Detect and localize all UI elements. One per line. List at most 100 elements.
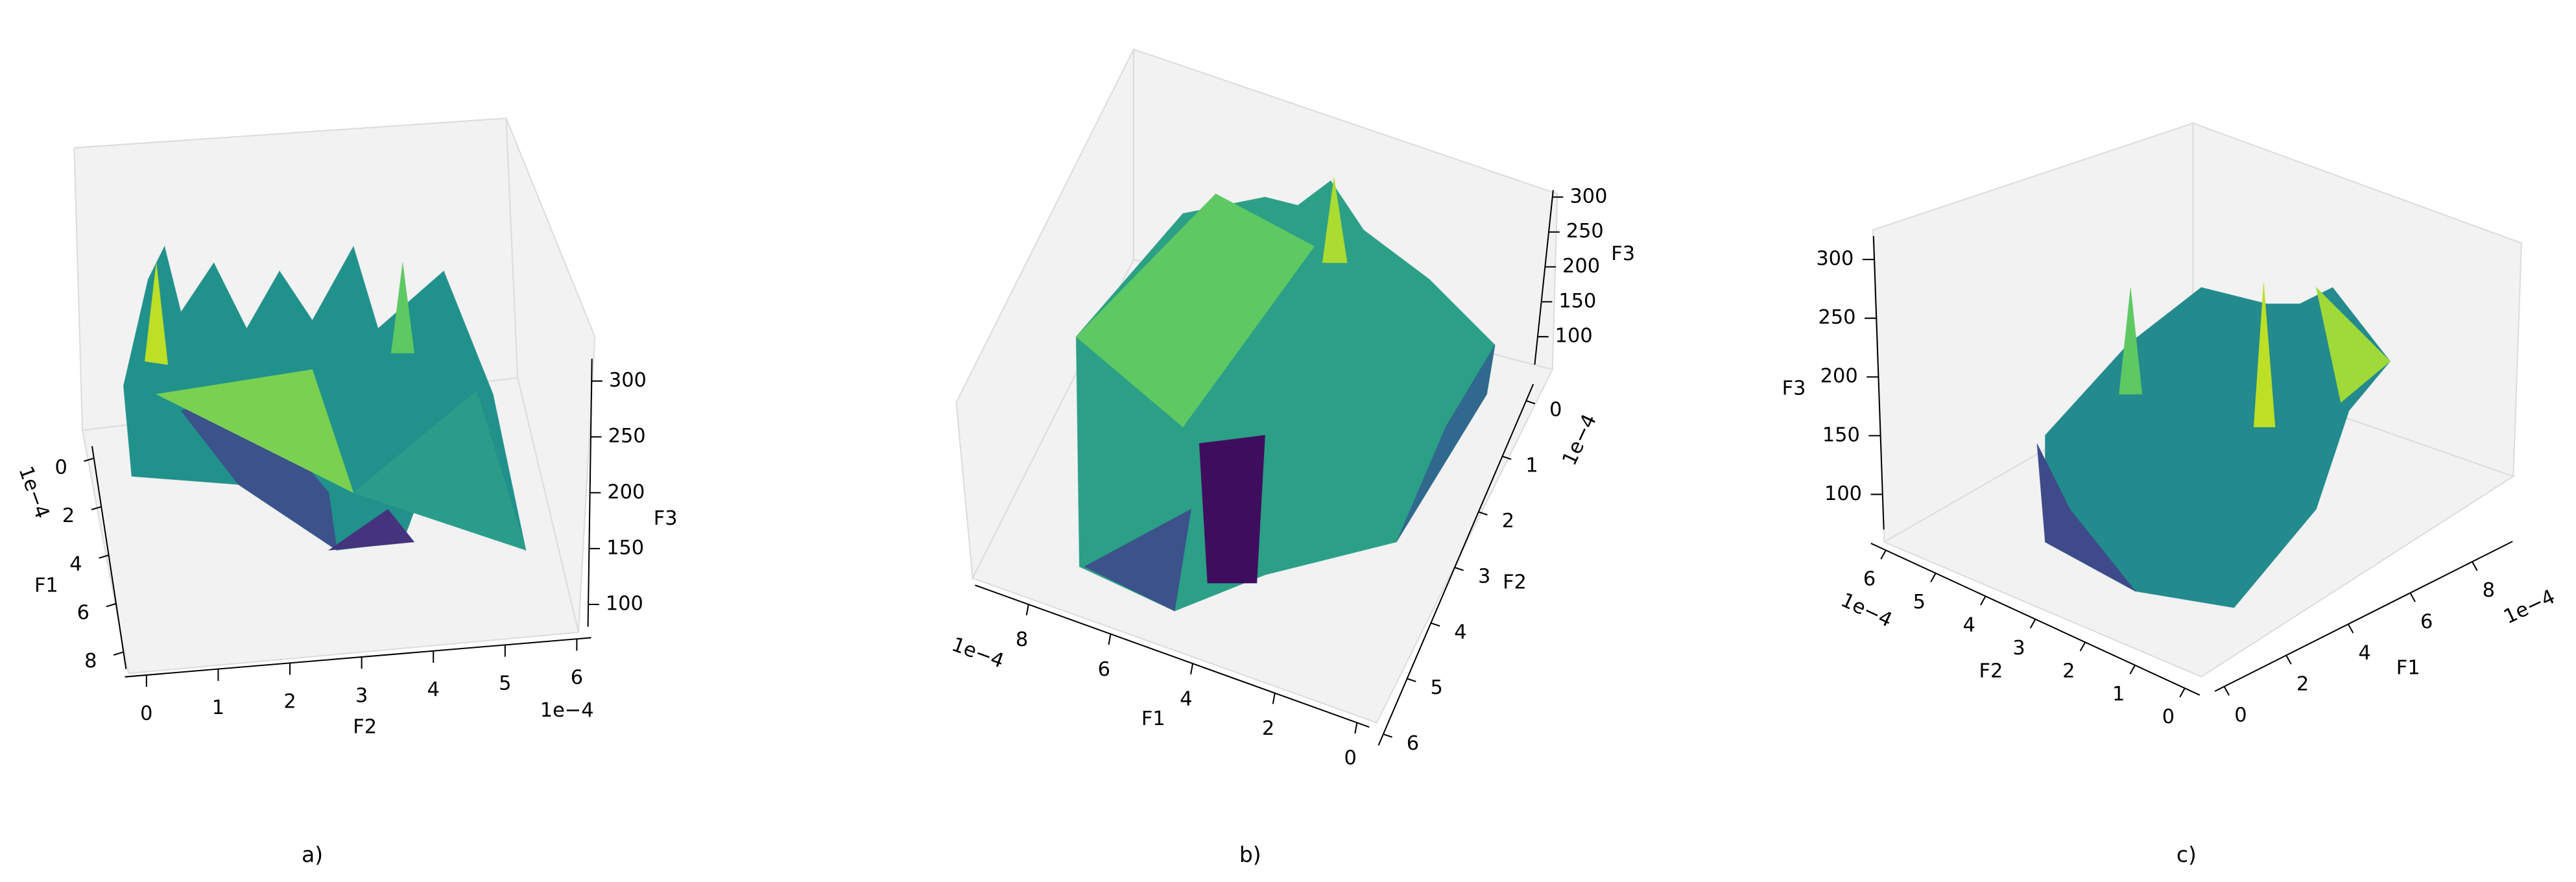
y-axis-title: F2 — [1979, 660, 2003, 682]
z-tick-label: 200 — [1562, 255, 1600, 278]
tick-mark — [1190, 663, 1194, 675]
panel-c-surface — [2036, 282, 2391, 608]
z-tick-label: 250 — [1566, 220, 1604, 243]
tick-mark — [106, 602, 117, 608]
z-tick-label: 150 — [1558, 290, 1596, 313]
tick-mark — [84, 457, 95, 462]
x-tick-label: 8 — [2483, 579, 2495, 602]
tick-mark — [2472, 561, 2478, 571]
surface-facet — [328, 508, 415, 551]
y-tick-label: 4 — [1963, 614, 1975, 636]
y-tick-label: 6 — [1863, 568, 1876, 591]
z-axis-title: F3 — [1611, 243, 1635, 265]
tick-mark — [2409, 592, 2416, 602]
z-axis-title: F3 — [654, 507, 678, 530]
x-tick-label: 0 — [54, 456, 67, 479]
tick-mark — [1272, 693, 1276, 704]
x-tick-label: 8 — [1016, 628, 1028, 651]
tick-mark — [1025, 604, 1029, 615]
y-offset-text: 1e−4 — [1558, 411, 1602, 469]
tick-mark — [1383, 733, 1392, 738]
tick-mark — [1880, 549, 1887, 560]
axis-line — [1377, 383, 1534, 746]
y-tick-label: 6 — [1407, 732, 1419, 755]
y-tick-label: 2 — [2062, 660, 2075, 682]
surface-facet — [2036, 443, 2136, 592]
tick-mark — [113, 651, 124, 656]
x-offset-text: 1e−4 — [949, 633, 1007, 673]
surface-facet — [2253, 282, 2276, 427]
x-axis-title: F1 — [1141, 708, 1165, 730]
surface-facet — [1199, 435, 1266, 584]
z-tick-label: 100 — [1824, 483, 1862, 505]
surface-facet — [1075, 193, 1315, 428]
x-tick-label: 8 — [84, 650, 97, 673]
z-tick-label: 300 — [1816, 248, 1854, 270]
tick-mark — [1980, 595, 1986, 606]
x-tick-label: 4 — [1180, 687, 1192, 710]
z-tick-label: 150 — [606, 536, 644, 559]
x-axis-title: F1 — [34, 575, 58, 597]
y-offset-text: 1e−4 — [540, 699, 594, 722]
y-tick-label: 2 — [1502, 510, 1514, 532]
x-tick-label: 6 — [77, 601, 89, 624]
caption: a) — [302, 842, 323, 867]
tick-mark — [91, 506, 102, 510]
x-tick-label: 4 — [2358, 641, 2370, 664]
tick-mark — [1525, 399, 1536, 405]
axis-line — [2214, 540, 2513, 692]
z-tick-label: 200 — [607, 481, 645, 503]
y-tick-label: 4 — [427, 678, 440, 701]
tick-mark — [2179, 687, 2186, 698]
caption: c) — [2176, 842, 2197, 867]
tick-mark — [2223, 686, 2230, 696]
tick-mark — [2029, 619, 2036, 628]
x-tick-label: 0 — [1344, 747, 1357, 770]
tick-mark — [1354, 722, 1358, 734]
y-tick-label: 5 — [1431, 676, 1443, 699]
tick-mark — [99, 554, 109, 559]
tick-mark — [2079, 641, 2086, 652]
y-tick-label: 1 — [1525, 454, 1538, 477]
surface-facet — [1322, 177, 1348, 263]
surface-facet — [2118, 287, 2143, 395]
x-tick-label: 6 — [1098, 658, 1110, 681]
y-tick-label: 4 — [1454, 621, 1466, 643]
panel-a-surface — [123, 245, 527, 551]
tick-mark — [1930, 573, 1937, 583]
y-tick-label: 0 — [1549, 399, 1562, 422]
y-tick-label: 3 — [1478, 566, 1490, 588]
x-tick-label: 6 — [2420, 610, 2433, 633]
y-offset-text: 1e−4 — [1837, 589, 1896, 632]
z-tick-label: 300 — [609, 369, 647, 392]
z-tick-label: 200 — [1820, 365, 1858, 388]
surface-facet — [1396, 344, 1496, 543]
z-tick-label: 250 — [608, 425, 646, 447]
x-tick-label: 4 — [69, 553, 82, 576]
tick-mark — [1502, 455, 1512, 460]
tick-mark — [2285, 655, 2292, 665]
y-tick-label: 0 — [2162, 706, 2175, 728]
y-tick-label: 2 — [283, 691, 296, 713]
z-tick-label: 250 — [1819, 306, 1856, 329]
axis-line — [125, 637, 591, 678]
y-tick-label: 5 — [1913, 591, 1926, 614]
axis-line — [1534, 190, 1554, 365]
z-axis-title: F3 — [1782, 377, 1806, 400]
x-offset-text: 1e−4 — [14, 464, 53, 522]
tick-mark — [2129, 665, 2136, 674]
y-tick-label: 3 — [2012, 637, 2025, 660]
y-tick-label: 3 — [355, 684, 368, 707]
caption: b) — [1239, 842, 1261, 867]
surface-facet — [144, 263, 169, 365]
surface-facet — [1083, 508, 1192, 612]
z-tick-label: 300 — [1569, 185, 1607, 208]
surface-facet — [352, 390, 527, 551]
x-tick-label: 2 — [1262, 717, 1274, 740]
tick-mark — [2347, 623, 2354, 634]
y-tick-label: 1 — [2112, 683, 2125, 706]
x-offset-text: 1e−4 — [2500, 586, 2558, 629]
x-tick-label: 0 — [2234, 704, 2247, 727]
x-tick-label: 2 — [2296, 673, 2309, 696]
